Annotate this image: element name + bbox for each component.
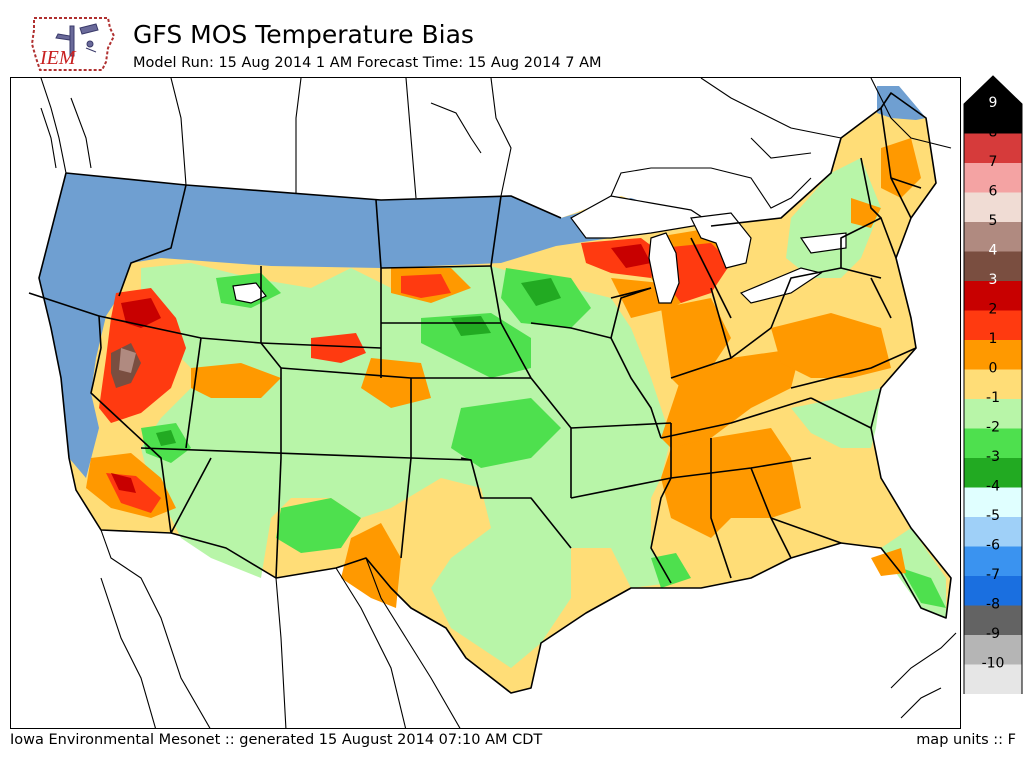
colorbar-swatch	[964, 458, 1022, 488]
colorbar-label: -10	[982, 656, 1005, 672]
colorbar-swatch	[964, 340, 1022, 370]
colorbar-label: -4	[986, 479, 1000, 495]
strong-cool-areas	[156, 278, 561, 446]
colorbar-swatch	[964, 517, 1022, 547]
lake-ontario	[799, 232, 847, 254]
colorbar-swatch	[964, 428, 1022, 458]
colorbar-swatch	[964, 163, 1022, 193]
colorbar-swatch	[964, 104, 1022, 134]
colorbar-swatch	[964, 487, 1022, 517]
colorbar-swatch	[964, 664, 1022, 694]
colorbar-swatch	[964, 576, 1022, 606]
colorbar-label: 5	[989, 213, 998, 229]
colorbar-swatch	[964, 192, 1022, 222]
colorbar-swatch	[964, 133, 1022, 163]
neighbor-borders	[40, 78, 957, 728]
temperature-bias-map	[11, 78, 960, 728]
colorbar-swatch	[964, 605, 1022, 635]
footer-credit: Iowa Environmental Mesonet :: generated …	[10, 732, 543, 748]
lake-michigan	[648, 232, 680, 304]
colorbar-swatch	[964, 222, 1022, 252]
colorbar-label: -7	[986, 567, 1000, 583]
colorbar-label: 9	[989, 95, 998, 111]
colorbar-label: -2	[986, 420, 1000, 436]
colorbar-label: 6	[989, 184, 998, 200]
colorbar-top-arrow	[964, 76, 1022, 104]
map-subtitle: Model Run: 15 Aug 2014 1 AM Forecast Tim…	[133, 55, 602, 71]
colorbar-label: 7	[989, 154, 998, 170]
colorbar-label: 3	[989, 272, 998, 288]
missing-pacific-region	[39, 173, 661, 478]
colorbar-label: 2	[989, 302, 998, 318]
colorbar-legend: 9 8 7 6 5 4 3 2 1 0 -1 -2 -3 -4 -5 -6 -7 -8 -9 -10	[962, 74, 1024, 721]
colorbar-swatch	[964, 251, 1022, 281]
colorbar-label: 1	[989, 331, 998, 347]
colorbar-label: -8	[986, 597, 1000, 613]
colorbar-label: -6	[986, 538, 1000, 554]
colorbar-swatch	[964, 281, 1022, 311]
very-warm-areas	[111, 244, 651, 493]
colorbar-swatch	[964, 310, 1022, 340]
colorbar-label: 0	[989, 361, 998, 377]
colorbar-label: -3	[986, 449, 1000, 465]
colorbar-swatch	[964, 369, 1022, 399]
colorbar-swatch	[964, 399, 1022, 429]
iem-logo: IEM	[30, 14, 116, 76]
map-title: GFS MOS Temperature Bias	[133, 20, 474, 49]
colorbar-label: -5	[986, 508, 1000, 524]
colorbar-label: 4	[989, 243, 998, 259]
lake-huron	[690, 212, 752, 269]
colorbar-swatch	[964, 635, 1022, 665]
colorbar-swatch	[964, 546, 1022, 576]
great-salt-lake	[232, 282, 267, 304]
colorbar-svg: 9 8 7 6 5 4 3 2 1 0 -1 -2 -3 -4 -5 -6 -7 -8 -9 -10	[963, 75, 1023, 721]
state-borders	[28, 92, 952, 694]
colorbar-label: -9	[986, 626, 1000, 642]
map-units: map units :: F	[916, 732, 1016, 748]
colorbar-label: -1	[986, 390, 1000, 406]
logo-text: IEM	[39, 47, 77, 69]
great-lakes	[570, 195, 847, 304]
map-panel	[10, 77, 961, 729]
colorbar-label: 8	[989, 125, 998, 141]
